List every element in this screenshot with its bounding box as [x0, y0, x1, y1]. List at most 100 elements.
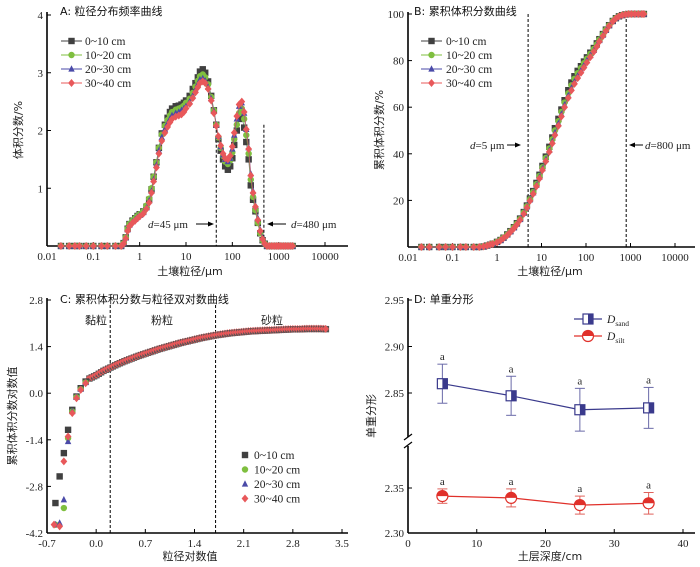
zone-label-clay: 黏粒	[85, 313, 107, 327]
data-point	[513, 220, 521, 229]
data-point	[166, 118, 174, 127]
legend-label: 0~10 cm	[85, 36, 125, 48]
data-point	[145, 198, 153, 207]
significance-label: a	[646, 480, 651, 492]
y-tick-label: 3	[38, 68, 44, 80]
data-point	[539, 166, 546, 175]
legend-marker	[241, 466, 249, 473]
data-point	[155, 149, 163, 158]
data-point	[194, 83, 202, 92]
data-point	[50, 520, 58, 529]
x-axis-title: 土壤粒径/μm	[517, 264, 582, 278]
y-tick-label: 0.0	[29, 388, 43, 400]
legend-marker	[428, 79, 435, 87]
data-point	[245, 144, 253, 153]
y-tick-label: 1.4	[29, 342, 43, 354]
x-tick-label: 1	[137, 251, 143, 263]
data-point	[526, 196, 534, 205]
data-point	[247, 171, 255, 180]
legend-marker	[68, 65, 75, 72]
data-point	[256, 226, 264, 235]
legend-label: 0~10 cm	[254, 450, 294, 462]
y-tick-label: 20	[393, 195, 405, 207]
data-point	[214, 132, 222, 141]
data-point	[245, 150, 252, 157]
data-point	[586, 53, 594, 62]
data-point	[217, 141, 225, 150]
data-point	[533, 182, 540, 191]
y-tick-label: 40	[393, 149, 405, 161]
y-tick-label: 2.8	[29, 295, 43, 307]
series-line	[421, 13, 644, 248]
data-point	[245, 156, 252, 163]
legend-marker	[68, 37, 75, 45]
data-point	[201, 79, 209, 88]
legend-label: 20~30 cm	[85, 64, 131, 76]
data-point-fill	[442, 378, 448, 389]
legend-label: 30~40 cm	[85, 78, 131, 90]
legend-label: 30~40 cm	[446, 78, 492, 90]
data-point	[577, 68, 585, 77]
data-point	[520, 209, 528, 218]
legend-label: 10~20 cm	[85, 50, 131, 62]
data-point	[456, 243, 464, 251]
y-tick-label: -2.8	[26, 481, 44, 493]
x-tick-label: 2.8	[286, 538, 300, 550]
data-point	[189, 94, 197, 103]
data-point	[516, 215, 524, 224]
data-point	[52, 499, 59, 507]
data-point	[60, 504, 68, 512]
y-tick-label: -4.2	[26, 528, 43, 540]
data-point-fill	[579, 404, 585, 415]
data-point	[112, 242, 119, 250]
data-point	[289, 242, 297, 250]
x-tick-label: 1000	[268, 251, 291, 263]
data-point	[583, 58, 591, 67]
data-point	[148, 188, 155, 197]
x-tick-label: 0.7	[138, 538, 152, 550]
x-tick-label: 1000	[620, 252, 643, 264]
legend-marker-fill	[588, 314, 593, 324]
data-point	[71, 242, 79, 250]
series-sand: a a a a	[436, 351, 655, 432]
y-tick-label: 1	[38, 183, 44, 195]
y-tick-label: 60	[393, 102, 405, 114]
significance-label: a	[509, 476, 514, 488]
data-point	[238, 97, 246, 106]
data-point	[523, 203, 531, 212]
x-tick-label: 10000	[311, 251, 339, 263]
data-point	[555, 121, 562, 130]
data-point-fill	[436, 490, 448, 497]
data-point	[590, 47, 598, 56]
data-point	[60, 457, 68, 466]
data-point	[462, 243, 470, 251]
x-tick-label: 0.1	[86, 251, 100, 263]
significance-label: a	[509, 363, 514, 375]
series-silt: a aa a	[436, 476, 655, 515]
x-tick-label: 40	[678, 538, 690, 550]
y-tick-label: 100	[388, 9, 405, 21]
significance-label: a	[440, 476, 445, 488]
data-point	[64, 437, 72, 445]
arrow-head	[515, 142, 521, 148]
data-point	[247, 182, 254, 189]
data-point	[207, 96, 215, 105]
data-point	[192, 79, 199, 87]
data-point	[536, 174, 543, 183]
data-point	[240, 108, 248, 117]
legend-label: 30~40 cm	[254, 494, 300, 506]
data-point	[60, 495, 68, 503]
y-tick-label: 2.85	[385, 388, 405, 400]
data-point	[158, 136, 166, 145]
y-axis-title: 单重分形	[364, 394, 378, 438]
x-tick-label: 0.1	[446, 252, 460, 264]
data-point	[634, 10, 642, 18]
data-point	[233, 127, 241, 134]
data-point	[153, 163, 160, 172]
arrow-head	[267, 221, 273, 227]
data-point	[161, 128, 169, 137]
data-point	[221, 154, 229, 163]
x-tick-label: 1.4	[188, 538, 202, 550]
dense-curve-points	[85, 324, 330, 383]
data-point	[68, 409, 76, 418]
